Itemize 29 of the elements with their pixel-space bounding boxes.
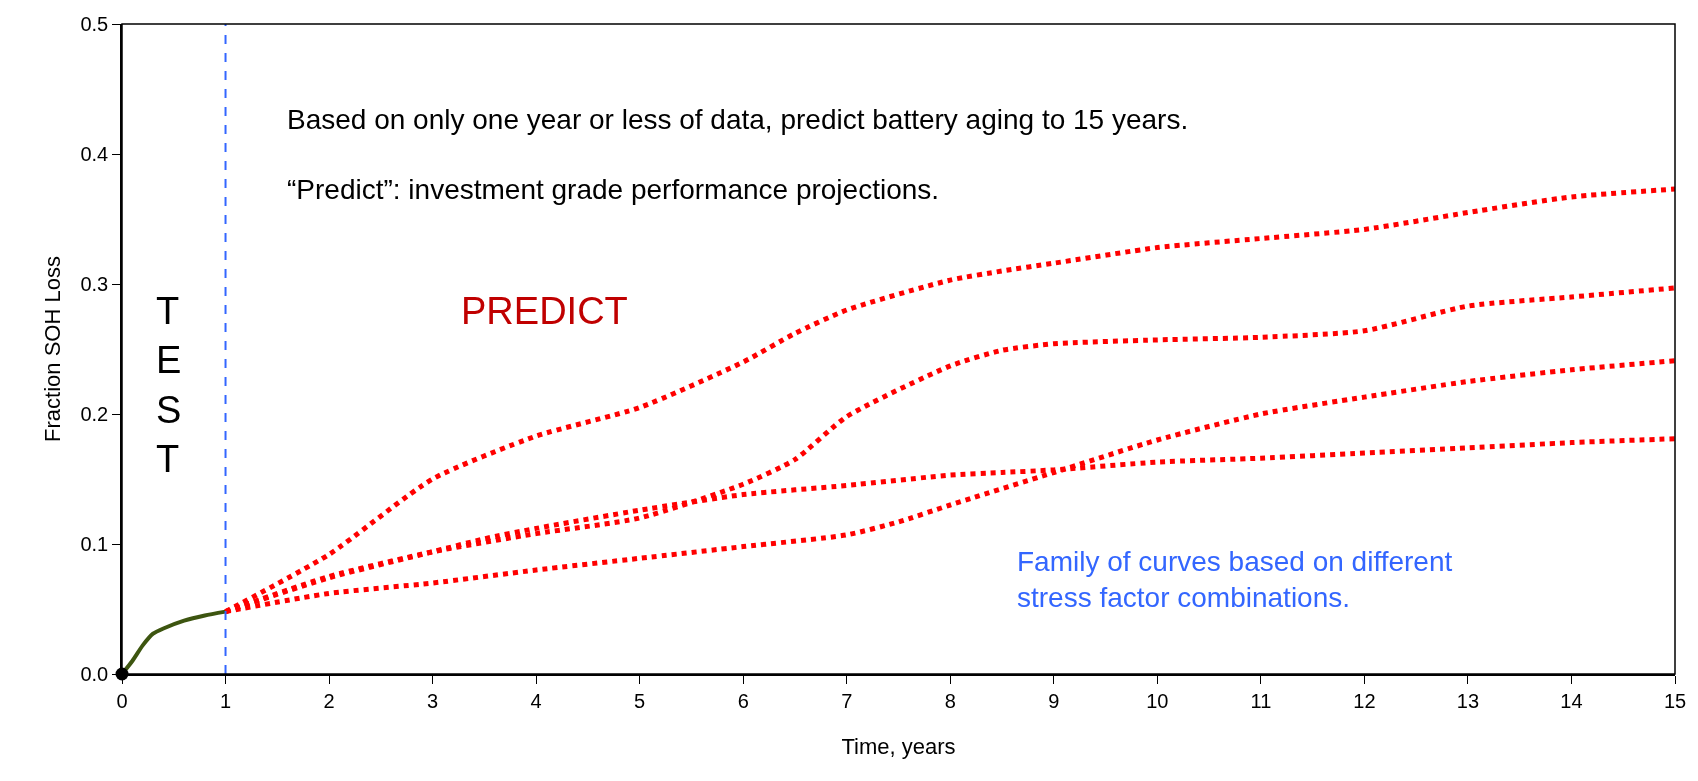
annotation: Based on only one year or less of data, predict battery aging to 15 years.	[287, 104, 1189, 135]
x-tick-label: 8	[944, 689, 956, 712]
annotation: PREDICT	[461, 290, 628, 332]
y-tick-label: 0.5	[80, 13, 109, 35]
annotation: “Predict”: investment grade performance projections.	[287, 174, 940, 205]
x-tick-label: 10	[1146, 689, 1169, 712]
y-tick-label: 0.4	[80, 143, 109, 165]
x-tick-label: 9	[1048, 689, 1060, 712]
annotation: Family of curves based on different stress factor combinations.	[1017, 546, 1453, 614]
annotation: TEST	[156, 290, 182, 481]
x-tick-label: 7	[841, 689, 853, 712]
x-tick-label: 5	[634, 689, 646, 712]
x-tick-label: 3	[427, 689, 439, 712]
x-tick-label: 12	[1353, 689, 1376, 712]
x-tick-label: 15	[1663, 689, 1687, 712]
y-tick-label: 0.2	[80, 403, 109, 425]
y-tick-label: 0.1	[80, 533, 109, 555]
x-tick-label: 11	[1250, 689, 1272, 712]
y-tick-label: 0.0	[80, 663, 109, 685]
x-tick-label: 6	[737, 689, 749, 712]
x-tick-label: 13	[1456, 689, 1480, 712]
x-tick-label: 1	[219, 689, 232, 712]
x-axis-title: Time, years	[841, 734, 956, 760]
x-tick-label: 4	[530, 689, 542, 712]
y-tick-label: 0.3	[80, 273, 109, 295]
x-tick-label: 0	[116, 689, 128, 712]
x-tick-label: 14	[1560, 689, 1583, 712]
x-tick-label: 2	[323, 689, 335, 712]
y-axis-title: Fraction SOH Loss	[39, 256, 65, 442]
